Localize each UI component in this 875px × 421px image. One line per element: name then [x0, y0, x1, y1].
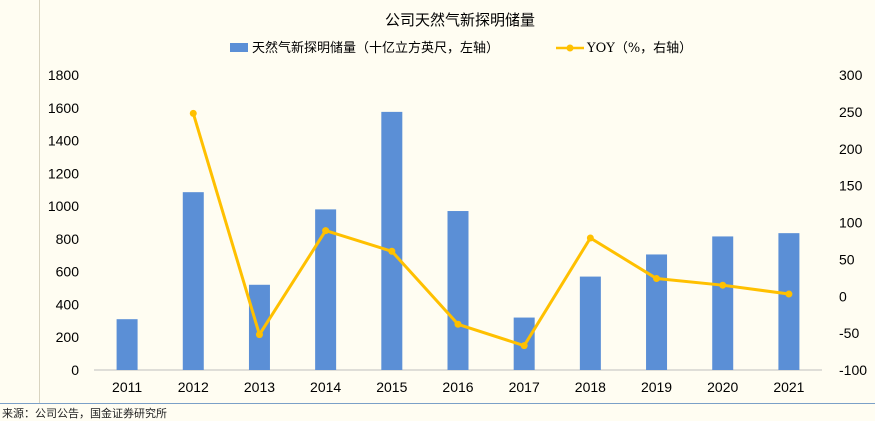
y-left-tick-label: 1600 [48, 100, 79, 116]
x-tick-label: 2015 [376, 379, 407, 395]
x-tick-label: 2016 [442, 379, 473, 395]
bar [182, 192, 204, 370]
bar [381, 111, 403, 370]
x-tick-label: 2020 [707, 379, 738, 395]
bar [116, 319, 138, 370]
source-divider [0, 403, 875, 404]
yoy-point [189, 109, 197, 117]
yoy-point [785, 290, 793, 298]
y-left-tick-label: 1400 [48, 133, 79, 149]
y-left-tick-label: 400 [56, 296, 80, 312]
x-axis: 2011 2012 2013 2014 2015 2016 2017 2018 2019 2020… [112, 379, 805, 395]
yoy-point [520, 342, 528, 350]
y-left-tick-label: 1800 [48, 67, 79, 83]
y-right-tick-label: 200 [839, 141, 863, 157]
y-left-tick-label: 0 [71, 362, 79, 378]
x-tick-label: 2011 [112, 379, 142, 395]
chart-svg: 公司天然气新探明储量 天然气新探明储量（十亿立方英尺，左轴） YOY（%，右轴）… [48, 11, 867, 395]
chart-title: 公司天然气新探明储量 [385, 11, 535, 29]
x-tick-label: 2021 [773, 379, 804, 395]
x-tick-label: 2014 [310, 379, 341, 395]
y-left-tick-label: 600 [56, 264, 80, 280]
yoy-point [388, 247, 396, 255]
yoy-line [191, 112, 790, 348]
x-tick-label: 2012 [178, 379, 209, 395]
bar-series [116, 111, 800, 370]
y-right-tick-label: 150 [839, 178, 863, 194]
x-tick-label: 2013 [244, 379, 275, 395]
x-tick-label: 2018 [575, 379, 606, 395]
y-left-tick-label: 800 [56, 231, 80, 247]
y-left-tick-label: 1200 [48, 165, 79, 181]
y-left-tick-label: 200 [56, 329, 80, 345]
x-tick-label: 2017 [509, 379, 540, 395]
legend-swatch-bar [230, 43, 248, 52]
y-right-tick-label: 50 [839, 251, 855, 267]
yoy-point [719, 281, 727, 289]
yoy-point [653, 275, 661, 283]
bar [778, 233, 800, 370]
bar [646, 254, 668, 370]
x-tick-label: 2019 [641, 379, 672, 395]
yoy-point [586, 234, 594, 242]
y-right-tick-label: 100 [839, 215, 863, 231]
bar [248, 284, 270, 370]
line-series [189, 109, 793, 350]
yoy-point [255, 331, 263, 339]
left-border [39, 0, 40, 403]
y-axis-right: -100 -50 0 50 100 150 200 250 300 [839, 67, 867, 378]
bar [447, 211, 469, 370]
y-axis-left: 0 200 400 600 800 1000 1200 1400 1600 1800 [48, 67, 79, 378]
y-right-tick-label: 300 [839, 67, 863, 83]
bar [712, 236, 734, 370]
y-right-tick-label: 0 [839, 288, 847, 304]
yoy-point [322, 227, 330, 235]
legend-label-line: YOY（%，右轴） [586, 41, 692, 56]
legend-label-bar: 天然气新探明储量（十亿立方英尺，左轴） [252, 40, 499, 56]
bar [579, 276, 601, 370]
y-right-tick-label: -100 [839, 362, 867, 378]
bar [315, 209, 337, 370]
y-left-tick-label: 1000 [48, 198, 79, 214]
yoy-point [454, 320, 462, 328]
source-note: 来源：公司公告，国金证券研究所 [2, 407, 167, 420]
legend-swatch-marker [566, 44, 574, 52]
y-right-tick-label: -50 [839, 325, 859, 341]
y-right-tick-label: 250 [839, 104, 863, 120]
legend: 天然气新探明储量（十亿立方英尺，左轴） YOY（%，右轴） [230, 40, 692, 56]
